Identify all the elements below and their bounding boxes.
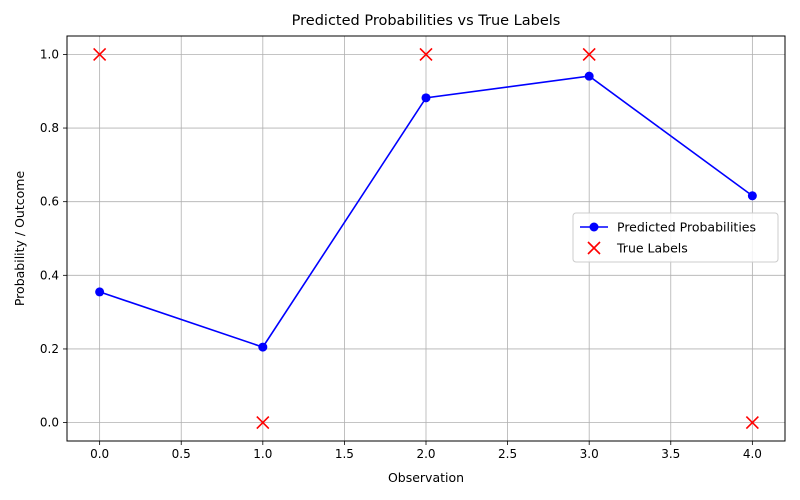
legend: Predicted Probabilities True Labels (572, 212, 779, 263)
y-tick-label: 0.8 (40, 121, 59, 135)
y-tick-label: 0.2 (40, 342, 59, 356)
series-predicted-probabilities (95, 71, 757, 352)
x-axis: 0.0 0.5 1.0 1.5 2.0 2.5 3.0 3.5 4.0 (90, 441, 762, 461)
y-axis: 0.0 0.2 0.4 0.6 0.8 1.0 (40, 47, 67, 430)
data-point (258, 342, 268, 352)
x-marker (256, 416, 270, 430)
legend-marker (589, 222, 599, 232)
x-tick-label: 1.0 (253, 447, 272, 461)
y-tick-label: 0.0 (40, 416, 59, 430)
x-marker (745, 416, 759, 430)
x-marker (93, 47, 107, 61)
x-tick-label: 1.5 (335, 447, 354, 461)
x-tick-label: 3.5 (661, 447, 680, 461)
data-point (747, 191, 757, 201)
x-marker (582, 47, 596, 61)
x-tick-label: 3.0 (580, 447, 599, 461)
x-tick-label: 0.0 (90, 447, 109, 461)
x-marker (419, 47, 433, 61)
legend-marker (587, 241, 601, 255)
y-tick-label: 1.0 (40, 47, 59, 61)
y-tick-label: 0.4 (40, 268, 59, 282)
legend-frame (572, 212, 779, 263)
legend-label: Predicted Probabilities (617, 220, 756, 235)
data-point (95, 287, 105, 297)
y-axis-label: Probability / Outcome (12, 171, 27, 307)
y-tick-label: 0.6 (40, 195, 59, 209)
x-axis-label: Observation (388, 470, 464, 485)
series-layer (93, 47, 759, 430)
data-point (584, 71, 594, 81)
chart-title: Predicted Probabilities vs True Labels (292, 13, 561, 29)
data-point (421, 93, 431, 103)
legend-label: True Labels (616, 241, 688, 256)
x-tick-label: 2.0 (416, 447, 435, 461)
x-tick-label: 4.0 (743, 447, 762, 461)
series-true-labels (93, 47, 759, 430)
x-tick-label: 0.5 (172, 447, 191, 461)
x-tick-label: 2.5 (498, 447, 517, 461)
